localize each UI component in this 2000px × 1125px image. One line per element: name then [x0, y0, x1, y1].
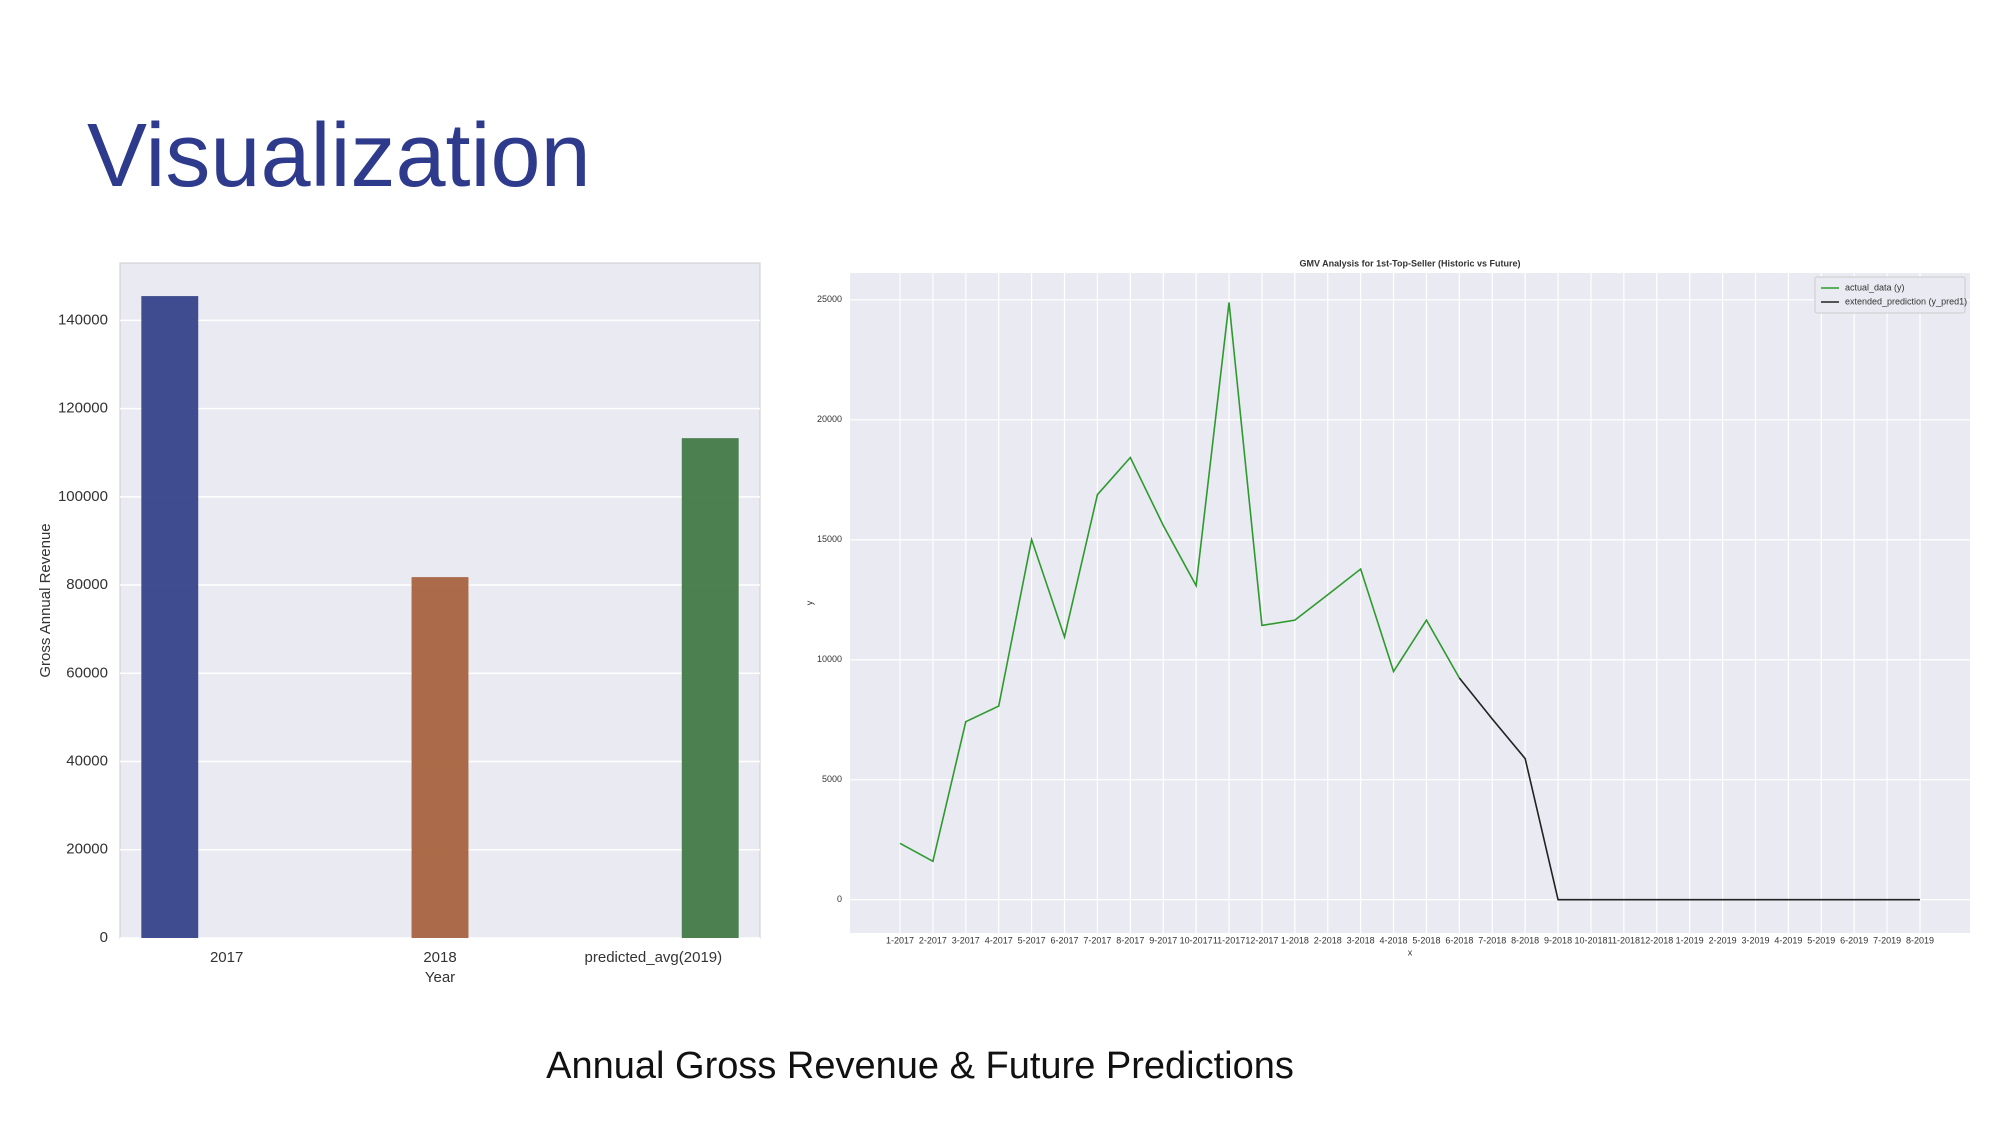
x-tick-label: 7-2019 — [1873, 935, 1901, 945]
x-tick-label: 1-2019 — [1676, 935, 1704, 945]
x-tick-label: 3-2019 — [1741, 935, 1769, 945]
y-tick-label: 20000 — [66, 841, 108, 858]
x-tick-label: 4-2018 — [1380, 935, 1408, 945]
x-tick-label: 2-2017 — [919, 935, 947, 945]
x-tick-label: 3-2018 — [1347, 935, 1375, 945]
x-tick-label: 11-2018 — [1608, 935, 1640, 945]
x-tick-label: 3-2017 — [952, 935, 980, 945]
x-axis-label: Year — [425, 969, 455, 986]
x-tick-label: 8-2019 — [1906, 935, 1934, 945]
legend-label: actual_data (y) — [1845, 282, 1905, 292]
chart-title: GMV Analysis for 1st-Top-Seller (Histori… — [1299, 258, 1520, 268]
y-tick-label: 60000 — [66, 664, 108, 681]
y-tick-label: 140000 — [58, 311, 108, 328]
y-tick-label: 120000 — [58, 400, 108, 417]
y-tick-label: 5000 — [822, 774, 842, 784]
x-tick-label: 5-2017 — [1018, 935, 1046, 945]
y-tick-label: 40000 — [66, 752, 108, 769]
x-tick-label: 8-2017 — [1116, 935, 1144, 945]
x-tick-label: 8-2018 — [1511, 935, 1539, 945]
x-tick-label: 12-2017 — [1245, 935, 1278, 945]
caption: Annual Gross Revenue & Future Prediction… — [546, 1045, 1294, 1087]
legend-label: extended_prediction (y_pred1) — [1845, 296, 1967, 306]
x-tick-label: 6-2017 — [1051, 935, 1079, 945]
x-tick-label: 2018 — [423, 949, 456, 966]
x-tick-label: 4-2017 — [985, 935, 1013, 945]
x-tick-label: 1-2018 — [1281, 935, 1309, 945]
x-tick-label: 5-2018 — [1412, 935, 1440, 945]
x-axis-label: x — [1408, 947, 1413, 957]
y-tick-label: 100000 — [58, 488, 108, 505]
x-tick-label: 6-2018 — [1445, 935, 1473, 945]
bar — [141, 296, 199, 938]
x-tick-label: 2017 — [210, 949, 243, 966]
y-tick-label: 15000 — [817, 534, 842, 544]
x-tick-label: predicted_avg(2019) — [585, 949, 723, 966]
x-tick-label: 10-2018 — [1574, 935, 1607, 945]
x-tick-label: 9-2018 — [1544, 935, 1572, 945]
y-tick-label: 25000 — [817, 294, 842, 304]
bar — [681, 438, 739, 938]
x-tick-label: 7-2018 — [1478, 935, 1506, 945]
bar — [411, 577, 469, 938]
x-tick-label: 2-2018 — [1314, 935, 1342, 945]
x-tick-label: 2-2019 — [1709, 935, 1737, 945]
y-tick-label: 0 — [837, 894, 842, 904]
plot-area — [850, 273, 1970, 933]
y-tick-label: 0 — [100, 929, 108, 946]
x-tick-label: 6-2019 — [1840, 935, 1868, 945]
x-tick-label: 9-2017 — [1149, 935, 1177, 945]
x-tick-label: 1-2017 — [886, 935, 914, 945]
x-tick-label: 5-2019 — [1807, 935, 1835, 945]
y-axis-label: Gross Annual Revenue — [37, 523, 54, 677]
y-tick-label: 80000 — [66, 576, 108, 593]
x-tick-label: 12-2018 — [1640, 935, 1673, 945]
y-tick-label: 20000 — [817, 414, 842, 424]
x-tick-label: 7-2017 — [1083, 935, 1111, 945]
slide-title: Visualization — [87, 106, 591, 206]
y-axis-label: y — [804, 600, 814, 605]
x-tick-label: 4-2019 — [1774, 935, 1802, 945]
legend-box — [1814, 276, 1966, 314]
y-tick-label: 10000 — [817, 654, 842, 664]
x-tick-label: 10-2017 — [1180, 935, 1213, 945]
line-series — [1458, 677, 1920, 901]
line-series — [899, 302, 1461, 863]
x-tick-label: 11-2017 — [1213, 935, 1245, 945]
